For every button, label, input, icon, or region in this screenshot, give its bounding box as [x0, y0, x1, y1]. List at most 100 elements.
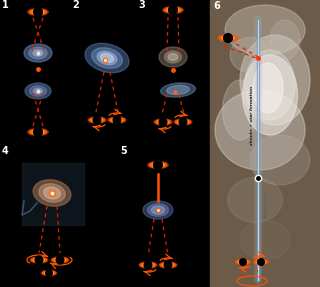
Ellipse shape	[52, 257, 68, 262]
Ellipse shape	[32, 130, 44, 134]
Bar	[22, 163, 84, 225]
Ellipse shape	[222, 80, 258, 140]
Ellipse shape	[164, 7, 182, 13]
Ellipse shape	[142, 263, 154, 267]
Ellipse shape	[92, 118, 103, 122]
Ellipse shape	[44, 187, 60, 199]
Ellipse shape	[30, 257, 48, 263]
Ellipse shape	[253, 259, 269, 265]
Ellipse shape	[163, 263, 174, 267]
Ellipse shape	[100, 54, 114, 62]
Circle shape	[224, 34, 232, 42]
Bar	[210, 0, 320, 287]
Ellipse shape	[174, 119, 192, 125]
Ellipse shape	[152, 163, 164, 167]
Ellipse shape	[221, 36, 234, 40]
Ellipse shape	[140, 263, 156, 267]
Ellipse shape	[164, 51, 181, 63]
Ellipse shape	[29, 9, 47, 15]
Ellipse shape	[154, 119, 172, 125]
Ellipse shape	[161, 83, 196, 97]
Circle shape	[179, 118, 187, 126]
Ellipse shape	[32, 10, 44, 14]
Ellipse shape	[245, 50, 295, 120]
Text: shocks + star formation: shocks + star formation	[250, 86, 254, 145]
Text: 4: 4	[2, 146, 9, 156]
Ellipse shape	[85, 43, 129, 73]
Ellipse shape	[151, 206, 165, 214]
Ellipse shape	[175, 120, 191, 125]
Ellipse shape	[109, 118, 125, 123]
Ellipse shape	[51, 257, 69, 263]
Circle shape	[34, 7, 42, 16]
Ellipse shape	[230, 38, 270, 73]
Ellipse shape	[157, 120, 169, 124]
Ellipse shape	[29, 86, 46, 96]
Circle shape	[46, 270, 52, 276]
Ellipse shape	[163, 6, 183, 13]
Ellipse shape	[89, 118, 105, 123]
Ellipse shape	[149, 162, 167, 168]
Ellipse shape	[24, 44, 52, 62]
Ellipse shape	[160, 263, 176, 267]
Ellipse shape	[159, 47, 187, 67]
Ellipse shape	[240, 35, 310, 125]
Circle shape	[169, 6, 177, 14]
Ellipse shape	[215, 90, 305, 170]
Ellipse shape	[33, 50, 43, 56]
Ellipse shape	[29, 47, 47, 59]
Ellipse shape	[31, 257, 47, 262]
Circle shape	[34, 128, 42, 136]
Ellipse shape	[167, 8, 180, 12]
Ellipse shape	[139, 262, 157, 268]
Ellipse shape	[148, 161, 168, 168]
Text: 6: 6	[213, 1, 220, 11]
Ellipse shape	[254, 260, 268, 264]
Ellipse shape	[225, 5, 305, 55]
Text: 5: 5	[120, 146, 127, 156]
Text: 1: 1	[2, 0, 9, 10]
Ellipse shape	[42, 271, 56, 275]
Ellipse shape	[240, 220, 290, 260]
Circle shape	[144, 261, 152, 269]
Ellipse shape	[219, 35, 237, 41]
Ellipse shape	[54, 258, 66, 262]
Circle shape	[164, 261, 172, 269]
Ellipse shape	[29, 129, 47, 135]
Ellipse shape	[228, 177, 283, 222]
Ellipse shape	[167, 85, 189, 95]
Ellipse shape	[256, 261, 266, 263]
Ellipse shape	[270, 20, 300, 60]
Ellipse shape	[243, 55, 298, 135]
Ellipse shape	[28, 128, 48, 135]
Ellipse shape	[28, 8, 48, 15]
Circle shape	[93, 116, 101, 124]
Ellipse shape	[34, 88, 43, 94]
Text: 2: 2	[72, 0, 79, 10]
Ellipse shape	[108, 117, 126, 123]
Circle shape	[240, 259, 246, 265]
Ellipse shape	[250, 135, 310, 185]
Ellipse shape	[33, 258, 44, 262]
Ellipse shape	[235, 259, 251, 265]
Ellipse shape	[25, 83, 51, 99]
Ellipse shape	[148, 204, 169, 216]
Ellipse shape	[168, 53, 178, 61]
Ellipse shape	[155, 120, 171, 125]
Ellipse shape	[143, 201, 173, 219]
Circle shape	[258, 259, 264, 265]
Ellipse shape	[159, 262, 177, 268]
Text: shocks only: shocks only	[264, 192, 268, 218]
Circle shape	[154, 161, 163, 169]
Text: 3: 3	[138, 0, 145, 10]
Ellipse shape	[41, 270, 57, 276]
Ellipse shape	[33, 180, 71, 206]
Ellipse shape	[111, 118, 123, 122]
Circle shape	[35, 256, 43, 264]
Ellipse shape	[253, 63, 283, 113]
Ellipse shape	[236, 260, 250, 264]
Ellipse shape	[177, 120, 188, 124]
Ellipse shape	[218, 34, 238, 42]
Circle shape	[113, 116, 121, 124]
Ellipse shape	[238, 261, 248, 263]
